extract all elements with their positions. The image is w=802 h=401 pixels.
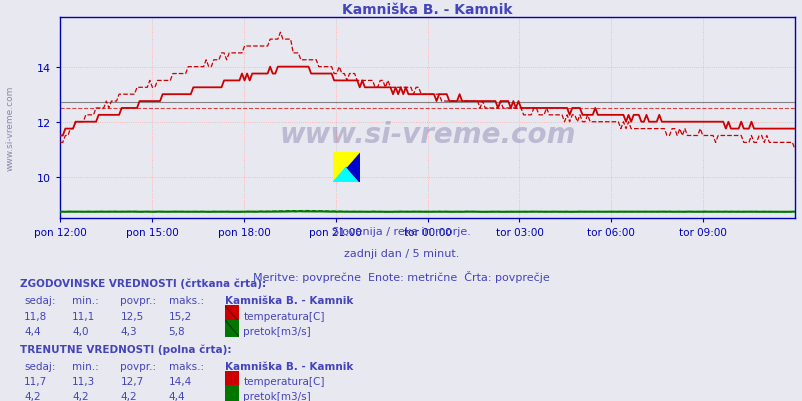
Text: sedaj:: sedaj:: [24, 296, 55, 306]
Text: 12,7: 12,7: [120, 377, 144, 387]
Text: 11,1: 11,1: [72, 311, 95, 321]
Text: Meritve: povprečne  Enote: metrične  Črta: povprečje: Meritve: povprečne Enote: metrične Črta:…: [253, 271, 549, 283]
Text: 5,8: 5,8: [168, 326, 185, 336]
Text: ZGODOVINSKE VREDNOSTI (črtkana črta):: ZGODOVINSKE VREDNOSTI (črtkana črta):: [20, 278, 266, 289]
Text: maks.:: maks.:: [168, 360, 204, 371]
Text: 15,2: 15,2: [168, 311, 192, 321]
Text: 4,0: 4,0: [72, 326, 89, 336]
Polygon shape: [333, 152, 359, 168]
Text: 14,4: 14,4: [168, 377, 192, 387]
Text: Slovenija / reke in morje.: Slovenija / reke in morje.: [332, 227, 470, 237]
Text: pretok[m3/s]: pretok[m3/s]: [243, 326, 310, 336]
Polygon shape: [346, 152, 359, 182]
Text: povpr.:: povpr.:: [120, 360, 156, 371]
Text: temperatura[C]: temperatura[C]: [243, 377, 324, 387]
Text: TRENUTNE VREDNOSTI (polna črta):: TRENUTNE VREDNOSTI (polna črta):: [20, 343, 231, 354]
Text: 4,4: 4,4: [24, 326, 41, 336]
Text: temperatura[C]: temperatura[C]: [243, 311, 324, 321]
Text: Kamniška B. - Kamnik: Kamniška B. - Kamnik: [225, 296, 353, 306]
Text: min.:: min.:: [72, 296, 99, 306]
Text: 11,8: 11,8: [24, 311, 47, 321]
Text: maks.:: maks.:: [168, 296, 204, 306]
Text: www.si-vreme.com: www.si-vreme.com: [279, 120, 575, 148]
Text: 4,3: 4,3: [120, 326, 137, 336]
Text: zadnji dan / 5 minut.: zadnji dan / 5 minut.: [343, 249, 459, 259]
Text: povpr.:: povpr.:: [120, 296, 156, 306]
Text: 4,2: 4,2: [72, 391, 89, 401]
Text: 4,2: 4,2: [24, 391, 41, 401]
Text: 11,3: 11,3: [72, 377, 95, 387]
Text: 4,2: 4,2: [120, 391, 137, 401]
Polygon shape: [333, 152, 346, 182]
Text: 4,4: 4,4: [168, 391, 185, 401]
Title: Kamniška B. - Kamnik: Kamniška B. - Kamnik: [342, 3, 512, 17]
Text: min.:: min.:: [72, 360, 99, 371]
Text: sedaj:: sedaj:: [24, 360, 55, 371]
Text: pretok[m3/s]: pretok[m3/s]: [243, 391, 310, 401]
Text: 11,7: 11,7: [24, 377, 47, 387]
Text: 12,5: 12,5: [120, 311, 144, 321]
Polygon shape: [333, 168, 359, 182]
Text: Kamniška B. - Kamnik: Kamniška B. - Kamnik: [225, 360, 353, 371]
Text: www.si-vreme.com: www.si-vreme.com: [5, 86, 14, 171]
